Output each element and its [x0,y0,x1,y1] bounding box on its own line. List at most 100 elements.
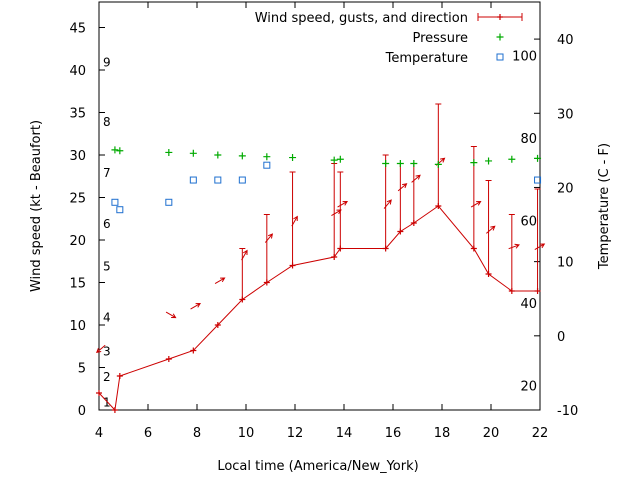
legend-pressure-marker [496,33,504,41]
temperature-point [263,161,271,169]
y-right-tick-label: 20 [557,181,574,196]
y-axis-left-label: Wind speed (kt - Beaufort) [29,120,44,292]
wind-direction-arrow [470,201,482,208]
y-right-tick-label: 10 [557,256,574,271]
wind-direction-arrow [241,249,248,261]
beaufort-label: 6 [103,217,111,231]
pressure-point [485,157,493,165]
x-tick-label: 8 [193,426,201,441]
wind-point-marker [239,296,246,303]
wind-direction-arrow [291,215,298,227]
y-right-tick-label: -10 [557,404,578,419]
wind-point-marker [534,288,541,294]
wind-direction-arrow [165,311,177,319]
beaufort-label: 3 [103,345,111,359]
x-tick-label: 12 [287,426,304,441]
y-right-tick-label: 30 [557,107,574,122]
beaufort-label: 5 [103,260,111,274]
y-left-tick-label: 10 [69,319,86,334]
temperature-point [116,206,124,214]
temperature-point [214,176,222,184]
pressure-point [470,159,478,167]
y-left-tick-label: 0 [78,404,86,419]
wind-point-marker [435,203,442,209]
pressure-point [396,160,404,167]
y-left-tick-label: 30 [69,149,86,164]
pressure-point [534,154,542,162]
pressure-point [336,155,344,163]
wind-point-marker [331,254,338,260]
wind-point-marker [397,228,404,235]
y-left-tick-label: 15 [69,277,86,292]
wind-direction-arrow [534,243,546,250]
wind-point-marker [263,279,270,286]
beaufort-label: 4 [103,311,111,325]
axis-ticks: 4 6 8 10 12 14 16 18 20 22051015202530354045-1001… [69,2,578,441]
beaufort-label: 1 [103,396,111,410]
plot-frame [98,1,541,411]
pressure-point [508,155,516,163]
wind-direction-arrow [264,233,274,243]
y-right-tick-label: 40 [557,33,574,48]
pressure-point [263,153,271,161]
legend-wind-label: Wind speed, gusts, and direction [255,11,468,26]
wind-point-marker [470,245,477,252]
series-layer [95,103,546,413]
wind-direction-arrow [190,303,201,310]
temperature-point [165,198,173,206]
fahrenheit-label: 80 [520,132,537,147]
x-axis-label: Local time (America/New_York) [217,459,418,474]
wind-point-marker [111,407,118,413]
pressure-point [214,151,222,159]
wind-point-marker [289,262,296,269]
beaufort-label: 2 [103,370,111,384]
pressure-point [330,156,338,164]
y-left-tick-label: 20 [69,234,86,249]
legend-temperature-label: Temperature [385,51,468,66]
pressure-point [111,146,119,154]
wind-direction-arrow [331,209,342,216]
legend-temperature-marker [496,53,504,61]
wind-direction-arrow [411,174,421,183]
wind-point-marker [508,288,515,294]
y-left-tick-label: 25 [69,192,86,207]
pressure-point [410,160,418,167]
wind-point-marker [382,245,389,252]
x-tick-label: 10 [238,426,255,441]
x-tick-label: 14 [336,426,353,441]
y-left-tick-label: 40 [69,64,86,79]
y-axis-right-label: Temperature (C - F) [597,143,612,270]
beaufort-label: 9 [103,56,111,70]
legend: Wind speed, gusts, and direction Pressure… [255,11,523,66]
wind-point-marker [96,390,102,396]
wind-direction-arrow [383,199,392,209]
x-tick-label: 20 [483,426,500,441]
wind-direction-arrow [397,183,408,192]
wind-direction-arrow [508,243,520,250]
y-left-tick-label: 35 [69,107,86,122]
x-tick-label: 6 [144,426,152,441]
wind-point-marker [116,373,123,379]
temperature-point [189,176,197,184]
fahrenheit-label: 100 [512,50,537,65]
pressure-point [165,148,173,156]
wind-point-marker [214,322,221,328]
wind-speed-line [98,205,538,412]
wind-point-marker [190,347,197,354]
fahrenheit-label: 20 [520,379,537,394]
beaufort-label: 7 [103,166,111,180]
fahrenheit-label: 40 [520,297,537,312]
legend-wind-marker [497,14,503,20]
beaufort-label: 8 [103,115,111,129]
x-tick-label: 18 [434,426,451,441]
x-tick-label: 16 [385,426,402,441]
pressure-point [434,160,442,168]
fahrenheit-label: 60 [520,214,537,229]
pressure-point [238,152,246,160]
wind-point-marker [410,220,417,226]
wind-direction-arrow [486,225,496,234]
pressure-point [382,160,390,167]
temperature-point [534,176,542,184]
y-left-tick-label: 5 [78,362,86,377]
pressure-point [116,147,124,155]
